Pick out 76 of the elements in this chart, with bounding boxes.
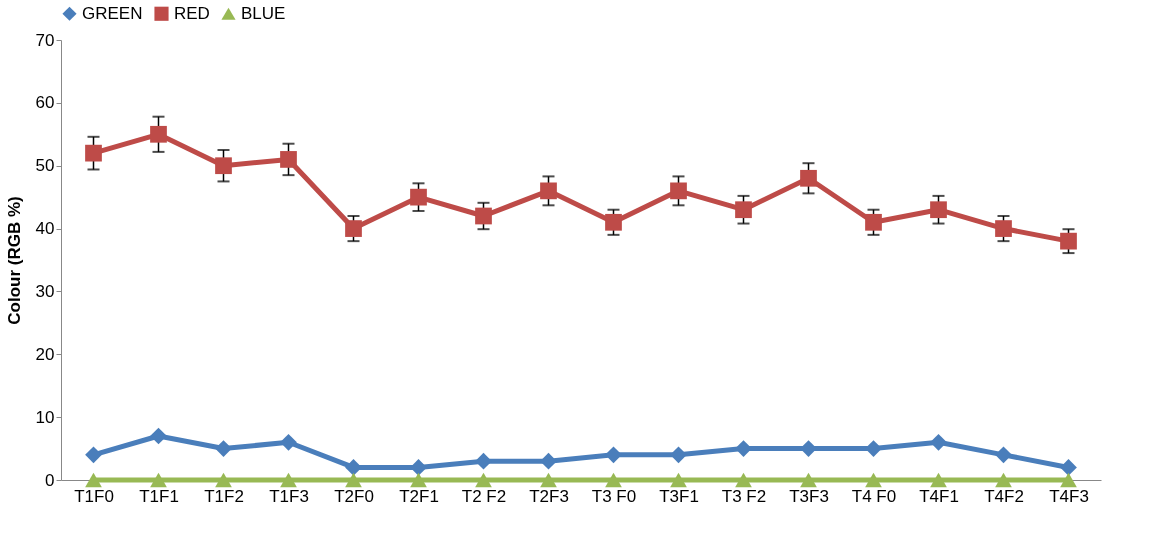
x-tick-label: T4 F0 xyxy=(851,486,897,506)
point xyxy=(540,182,557,200)
point xyxy=(85,472,102,488)
point xyxy=(865,440,882,457)
point xyxy=(605,213,622,231)
point xyxy=(215,472,232,488)
point xyxy=(345,459,362,476)
point xyxy=(475,207,492,225)
point xyxy=(605,472,622,488)
point xyxy=(410,188,427,206)
point xyxy=(1060,472,1077,488)
point xyxy=(930,433,947,451)
x-tick-label: T3F3 xyxy=(789,486,829,506)
legend-label: BLUE xyxy=(241,3,286,23)
point xyxy=(995,472,1012,488)
point xyxy=(670,472,687,488)
point xyxy=(85,446,102,464)
y-tick-label: 20 xyxy=(35,344,55,364)
point xyxy=(1060,232,1077,250)
point xyxy=(995,446,1012,464)
point xyxy=(800,169,817,187)
point xyxy=(150,125,167,143)
point xyxy=(735,472,752,488)
y-tick-label: 40 xyxy=(35,219,55,239)
point xyxy=(930,472,947,488)
point xyxy=(280,472,297,488)
point xyxy=(410,472,427,488)
point xyxy=(865,213,882,231)
x-tick-label: T4F1 xyxy=(919,486,959,506)
y-tick-label: 70 xyxy=(35,30,55,50)
point xyxy=(475,452,492,470)
point xyxy=(1060,459,1077,476)
x-tick-label: T2F3 xyxy=(529,486,569,506)
point xyxy=(605,446,622,464)
point xyxy=(280,151,297,168)
x-tick-label: T1F0 xyxy=(74,486,114,506)
point xyxy=(85,144,102,162)
point xyxy=(410,459,427,476)
x-tick-label: T1F3 xyxy=(269,486,309,506)
y-tick-label: 30 xyxy=(35,281,55,301)
y-axis-title: Colour (RGB %) xyxy=(4,196,24,325)
legend-label: GREEN xyxy=(82,3,143,23)
point xyxy=(800,440,817,457)
x-tick-label: T3F1 xyxy=(659,486,699,506)
point xyxy=(475,472,492,488)
x-tick-label: T2F1 xyxy=(399,486,439,506)
x-tick-label: T3 F0 xyxy=(591,486,637,506)
point xyxy=(215,157,232,175)
x-tick-label: T2 F2 xyxy=(461,486,507,506)
point xyxy=(670,182,687,200)
x-tick-label: T4F2 xyxy=(984,486,1024,506)
point xyxy=(215,440,232,457)
x-tick-label: T1F1 xyxy=(139,486,179,506)
point xyxy=(670,446,687,464)
legend-label: RED xyxy=(174,3,210,23)
point xyxy=(345,472,362,488)
point xyxy=(865,472,882,488)
point xyxy=(930,201,947,219)
y-tick-label: 0 xyxy=(45,470,55,490)
point xyxy=(735,440,752,457)
y-tick-label: 10 xyxy=(35,407,55,427)
point xyxy=(540,472,557,488)
point xyxy=(735,201,752,219)
point xyxy=(345,220,362,237)
point xyxy=(995,220,1012,237)
y-tick-label: 60 xyxy=(35,93,55,113)
x-tick-label: T3 F2 xyxy=(721,486,767,506)
x-tick-label: T4F3 xyxy=(1049,486,1089,506)
point xyxy=(150,472,167,488)
point xyxy=(150,427,167,445)
point xyxy=(800,472,817,488)
x-tick-label: T2F0 xyxy=(334,486,374,506)
point xyxy=(280,433,297,451)
y-tick-label: 50 xyxy=(35,156,55,176)
x-tick-label: T1F2 xyxy=(204,486,244,506)
point xyxy=(540,452,557,470)
